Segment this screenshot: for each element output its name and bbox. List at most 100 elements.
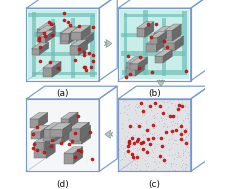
- Polygon shape: [41, 125, 50, 139]
- Point: [32, 142, 36, 145]
- Point: [76, 148, 80, 151]
- Point: [162, 137, 165, 140]
- Point: [92, 26, 95, 29]
- Polygon shape: [71, 125, 91, 132]
- Polygon shape: [28, 101, 97, 170]
- Point: [123, 154, 127, 157]
- Polygon shape: [34, 142, 44, 150]
- Point: [84, 68, 88, 71]
- Point: [181, 151, 184, 154]
- Point: [146, 137, 150, 140]
- Point: [145, 104, 149, 107]
- Point: [173, 169, 177, 172]
- Point: [133, 163, 137, 166]
- Point: [184, 104, 187, 107]
- Point: [151, 136, 155, 139]
- Point: [186, 117, 190, 120]
- Point: [155, 112, 159, 115]
- Point: [130, 144, 134, 147]
- Polygon shape: [64, 147, 83, 153]
- Point: [138, 102, 142, 105]
- Point: [125, 165, 128, 168]
- Point: [185, 106, 188, 109]
- Point: [171, 123, 174, 126]
- Point: [185, 117, 188, 120]
- Polygon shape: [165, 24, 181, 30]
- Point: [147, 128, 150, 131]
- Point: [122, 151, 126, 154]
- Point: [127, 103, 130, 106]
- Polygon shape: [154, 33, 163, 41]
- Polygon shape: [32, 49, 40, 55]
- Point: [144, 137, 148, 140]
- Polygon shape: [64, 153, 74, 163]
- Polygon shape: [162, 18, 166, 76]
- Point: [136, 138, 140, 141]
- Point: [144, 108, 148, 111]
- Point: [187, 113, 191, 116]
- Point: [166, 100, 169, 103]
- Point: [174, 138, 178, 141]
- Point: [145, 128, 149, 131]
- Point: [145, 149, 149, 152]
- Point: [165, 45, 169, 48]
- Point: [169, 165, 173, 168]
- Point: [134, 103, 137, 106]
- Point: [135, 105, 139, 108]
- Point: [171, 114, 175, 117]
- Point: [176, 150, 180, 153]
- Point: [155, 133, 159, 136]
- Point: [31, 133, 35, 136]
- Point: [155, 142, 158, 145]
- Point: [172, 158, 175, 161]
- Polygon shape: [46, 30, 55, 43]
- Point: [179, 127, 183, 130]
- Text: (a): (a): [57, 89, 69, 98]
- Point: [164, 130, 168, 133]
- Point: [183, 137, 187, 140]
- Point: [179, 166, 183, 169]
- Point: [138, 141, 142, 144]
- Point: [167, 169, 170, 172]
- Point: [151, 123, 155, 126]
- Point: [137, 104, 141, 107]
- Point: [166, 138, 170, 141]
- Point: [175, 122, 179, 125]
- Point: [77, 47, 81, 50]
- Point: [175, 123, 179, 126]
- Point: [153, 120, 156, 123]
- Point: [177, 108, 180, 111]
- Point: [153, 145, 156, 148]
- Point: [127, 142, 131, 145]
- Point: [141, 147, 145, 150]
- Point: [131, 125, 135, 128]
- Point: [153, 146, 156, 149]
- Point: [126, 145, 130, 148]
- Polygon shape: [39, 113, 48, 128]
- Polygon shape: [165, 30, 172, 41]
- Polygon shape: [30, 113, 48, 119]
- Point: [48, 60, 52, 63]
- Point: [179, 130, 183, 133]
- Polygon shape: [126, 68, 136, 76]
- Point: [135, 123, 139, 126]
- Point: [165, 115, 169, 118]
- Point: [62, 11, 66, 14]
- Point: [130, 164, 133, 167]
- Point: [90, 157, 93, 160]
- Point: [134, 112, 138, 115]
- Point: [133, 134, 137, 137]
- Polygon shape: [155, 50, 172, 56]
- Polygon shape: [63, 123, 72, 137]
- Point: [49, 23, 53, 26]
- Polygon shape: [182, 11, 187, 75]
- Point: [127, 131, 130, 134]
- Point: [122, 166, 125, 169]
- Point: [151, 114, 155, 117]
- Polygon shape: [44, 123, 65, 129]
- Point: [82, 66, 86, 69]
- Point: [187, 120, 191, 123]
- Polygon shape: [74, 147, 83, 163]
- Polygon shape: [46, 141, 55, 159]
- Polygon shape: [99, 0, 117, 81]
